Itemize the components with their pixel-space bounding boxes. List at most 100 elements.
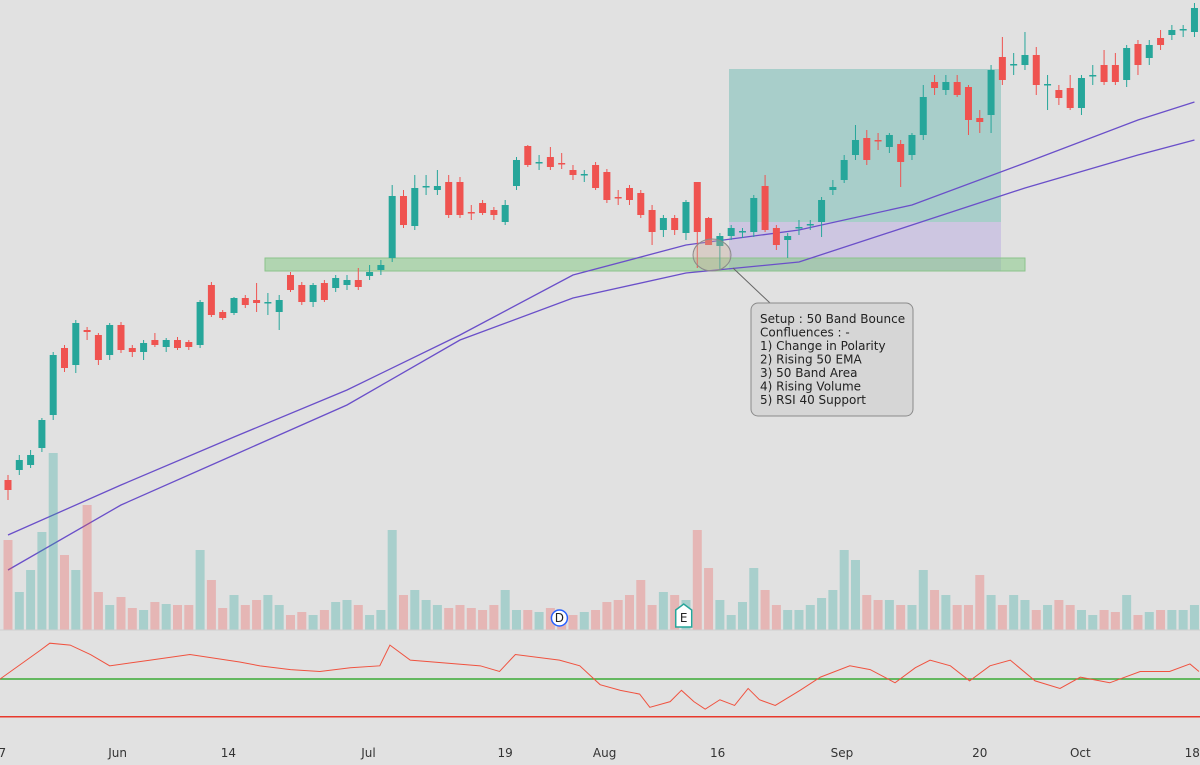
volume-bar: [568, 615, 578, 630]
volume-bar: [658, 592, 668, 630]
highlight-circle: [692, 238, 732, 272]
candle-body: [998, 57, 1006, 80]
volume-bar: [500, 590, 510, 630]
volume-bar: [455, 605, 465, 630]
candle-body: [343, 280, 351, 285]
candle-body: [94, 335, 102, 360]
volume-bar: [749, 568, 759, 630]
candle-body: [456, 182, 464, 215]
volume-bar: [37, 532, 47, 630]
candle-body: [15, 460, 23, 470]
volume-bar: [478, 610, 488, 630]
x-tick-label: 7: [0, 746, 6, 760]
candle-body: [693, 182, 701, 232]
volume-layer: [3, 453, 1199, 630]
candle-body: [1190, 8, 1198, 32]
volume-bar: [319, 610, 329, 630]
candle-body: [818, 200, 826, 222]
candle-body: [128, 348, 136, 352]
candle-body: [1134, 44, 1142, 65]
candle-layer: [4, 3, 1198, 500]
volume-bar: [184, 605, 194, 630]
candle-body: [897, 144, 905, 162]
candle-body: [422, 186, 430, 188]
volume-bar: [805, 605, 815, 630]
volume-bar: [1189, 605, 1199, 630]
volume-bar: [105, 605, 115, 630]
volume-bar: [1054, 600, 1064, 630]
volume-bar: [1110, 612, 1120, 630]
note-line: 3) 50 Band Area: [760, 366, 857, 380]
volume-bar: [353, 605, 363, 630]
candle-body: [738, 231, 746, 233]
volume-bar: [1009, 595, 1019, 630]
volume-bar: [1076, 610, 1086, 630]
candle-body: [399, 196, 407, 225]
volume-bar: [1031, 610, 1041, 630]
volume-bar: [365, 615, 375, 630]
callout-box: [750, 302, 914, 417]
volume-bar: [1020, 600, 1030, 630]
volume-bar: [907, 605, 917, 630]
candle-body: [987, 70, 995, 115]
candle-body: [1032, 55, 1040, 85]
volume-bar: [783, 610, 793, 630]
volume-bar: [342, 600, 352, 630]
candle-body: [1145, 45, 1153, 58]
volume-bar: [545, 608, 555, 630]
volume-bar: [297, 612, 307, 630]
candle-body: [173, 340, 181, 348]
x-tick-label: 18: [1185, 746, 1200, 760]
event-marker: [674, 603, 693, 628]
note-line: 1) Change in Polarity: [760, 339, 886, 353]
candle-body: [976, 118, 984, 122]
candle-body: [253, 300, 261, 303]
volume-bar: [817, 598, 827, 630]
candle-body: [1077, 78, 1085, 108]
rsi-layer: [0, 642, 1200, 718]
x-axis: 7 Jun 14 Jul 19 Aug 16 Sep 20 Oct 18: [0, 746, 1200, 760]
candle-body: [851, 140, 859, 155]
volume-bar: [997, 605, 1007, 630]
candle-body: [106, 325, 114, 355]
candle-body: [682, 202, 690, 233]
volume-bar: [398, 595, 408, 630]
candle-body: [207, 285, 215, 315]
candle-body: [727, 228, 735, 236]
candle-body: [467, 212, 475, 214]
x-tick-label: 14: [221, 746, 236, 760]
candle-body: [580, 174, 588, 176]
candle-body: [829, 187, 837, 190]
volume-bar: [873, 600, 883, 630]
candle-body: [411, 188, 419, 226]
x-tick-label: 19: [498, 746, 513, 760]
candle-body: [196, 302, 204, 345]
candle-body: [637, 193, 645, 215]
volume-bar: [410, 590, 420, 630]
candle-body: [433, 186, 441, 190]
volume-bar: [771, 605, 781, 630]
candle-body: [377, 265, 385, 270]
candle-body: [705, 218, 713, 245]
candle-body: [1055, 90, 1063, 98]
candle-body: [320, 283, 328, 300]
candle-body: [1021, 55, 1029, 65]
candle-body: [659, 218, 667, 230]
candle-body: [366, 272, 374, 276]
volume-bar: [376, 610, 386, 630]
volume-bar: [444, 608, 454, 630]
candle-body: [1179, 29, 1187, 31]
candle-body: [286, 275, 294, 290]
volume-bar: [150, 602, 160, 630]
candle-body: [27, 455, 35, 465]
volume-bar: [1144, 612, 1154, 630]
volume-bar: [489, 605, 499, 630]
volume-bar: [161, 604, 171, 630]
note-line: Setup : 50 Band Bounce: [760, 312, 905, 326]
volume-bar: [14, 592, 24, 630]
candle-body: [38, 420, 46, 448]
candle-body: [117, 325, 125, 350]
candle-body: [964, 87, 972, 120]
